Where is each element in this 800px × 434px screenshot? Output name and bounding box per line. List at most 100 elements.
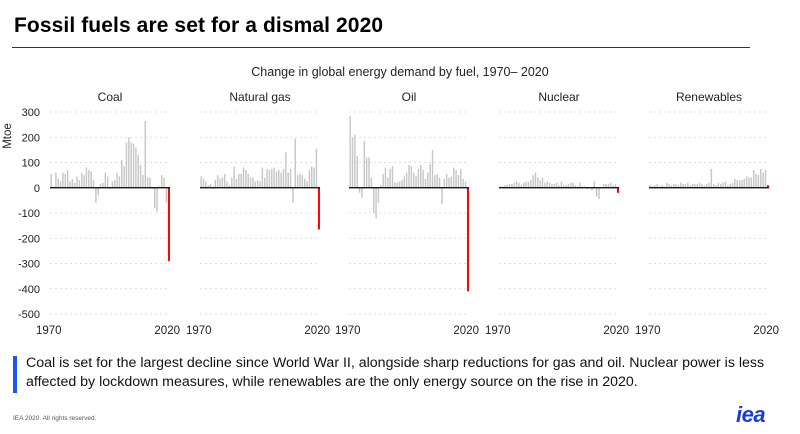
bar [560,181,563,188]
bar [610,182,612,188]
bar [665,182,668,188]
panel-natural-gas: Natural gas 1970 2020 [186,90,330,337]
bar [382,173,384,188]
panel-title: Coal [98,90,123,104]
bar [146,177,149,188]
callout-text: Coal is set for the largest decline sinc… [26,355,765,390]
bar [109,187,111,190]
bar [741,180,743,188]
bar [570,182,572,188]
bar [62,172,64,188]
energy-demand-chart: Change in global energy demand by fuel, … [2,65,779,337]
panel-renewables: Renewables 1970 2020 [635,90,779,337]
bar [506,185,508,188]
bar [315,148,318,188]
bar [308,170,311,188]
bar [422,170,424,188]
bar [111,181,114,188]
bar [675,183,677,188]
bar [221,177,224,188]
bar [106,176,109,188]
bar [705,183,708,188]
bar [266,168,268,188]
bar [682,183,684,188]
bar [736,180,738,188]
bar [417,168,420,188]
x-tick-label: 2020 [453,325,479,337]
bar [354,134,356,188]
bar [722,182,724,188]
bar [734,178,736,188]
bar [443,178,446,188]
bar [532,175,534,188]
bar [83,175,85,188]
bar [351,137,354,188]
bar [525,181,527,188]
bar [546,181,548,188]
bar [219,178,221,188]
bar [455,170,457,188]
bar [81,172,83,188]
bar [438,177,441,188]
bar [752,170,755,188]
bar [271,168,273,188]
bar [165,187,168,203]
panel-title: Oil [402,90,417,104]
bar [518,182,520,188]
bar [445,173,448,188]
bar [708,182,710,188]
y-tick-label: -300 [18,259,40,271]
bar [282,168,285,188]
bar [504,185,506,188]
bar [656,183,658,188]
bar [530,180,532,188]
bar [658,186,661,188]
bar [745,176,748,188]
bar [278,170,280,188]
bar [363,141,366,188]
bar [356,156,358,188]
chart-subtitle: Change in global energy demand by fuel, … [251,65,548,79]
bar [242,167,245,188]
bar [263,177,266,188]
bar [139,165,142,188]
bar [370,177,373,188]
bar [499,186,501,188]
bar [508,183,511,188]
bar [151,187,154,190]
bar [123,166,125,188]
y-tick-label: -500 [18,309,40,321]
y-tick-label: 100 [22,158,40,170]
panel-title: Nuclear [538,90,579,104]
bar [691,183,694,188]
bar [231,177,233,188]
bar [452,167,455,188]
bar [375,187,377,219]
bar [125,142,128,188]
bar [668,183,670,188]
bar [90,171,92,188]
bar [299,173,301,188]
bar [202,178,205,188]
bar [743,178,746,188]
bar-2020 [616,187,619,193]
bar [394,182,396,188]
bar [548,182,551,188]
bar [55,172,57,188]
bar [104,172,107,188]
bar [654,185,656,188]
bar [537,177,539,188]
bar [52,186,55,188]
bar [757,175,760,188]
bar [762,172,764,188]
bar [687,182,689,188]
bar [259,181,261,188]
bar [97,187,99,196]
bar [78,180,81,188]
bar [135,147,137,188]
bar [311,166,313,188]
bar [562,185,565,188]
bar [760,168,762,188]
y-tick-label: -100 [18,208,40,220]
bar [593,181,596,188]
